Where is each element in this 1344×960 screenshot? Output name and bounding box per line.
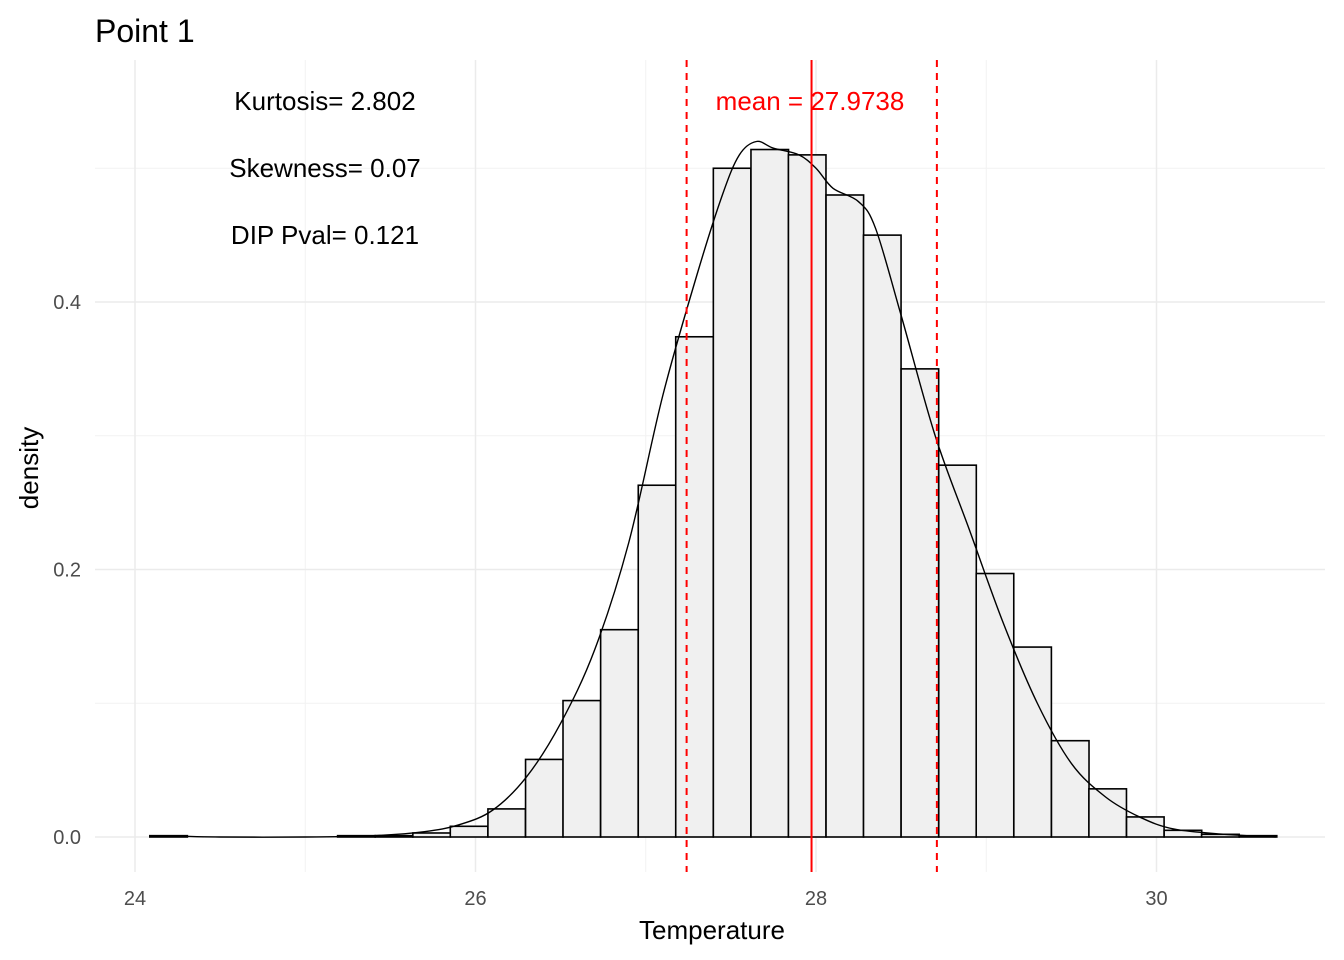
histogram-bar xyxy=(487,808,527,838)
y-tick-label: 0.4 xyxy=(53,292,81,314)
histogram-bar xyxy=(412,832,452,838)
histogram-bar xyxy=(674,335,715,838)
dip-pval-annotation: DIP Pval= 0.121 xyxy=(231,220,419,250)
histogram-bar xyxy=(900,368,940,838)
histogram-bar xyxy=(449,825,489,838)
histogram-bar xyxy=(825,194,865,838)
histogram-bar xyxy=(937,464,978,838)
histogram-bar xyxy=(637,484,677,838)
histogram-bar xyxy=(975,572,1015,838)
kurtosis-annotation: Kurtosis= 2.802 xyxy=(234,86,415,116)
x-axis-title: Temperature xyxy=(639,915,785,945)
x-tick-label: 30 xyxy=(1145,888,1167,910)
histogram-bar xyxy=(1013,646,1053,838)
histogram-bar xyxy=(1088,788,1128,838)
histogram-bar xyxy=(787,154,827,838)
x-tick-label: 28 xyxy=(805,888,827,910)
x-tick-label: 24 xyxy=(124,888,146,910)
histogram-bar xyxy=(750,148,790,838)
chart-title: Point 1 xyxy=(95,13,195,49)
reference-lines xyxy=(685,60,938,872)
density-curve xyxy=(152,140,1276,838)
y-tick-label: 0.0 xyxy=(53,827,81,849)
histogram-bar xyxy=(562,699,602,838)
mean-label: mean = 27.9738 xyxy=(716,86,905,116)
density-curve-group xyxy=(152,140,1276,838)
histogram-bar xyxy=(712,167,752,838)
histogram-bar xyxy=(1050,739,1090,838)
histogram-bars xyxy=(149,148,1278,838)
histogram-bar xyxy=(862,234,902,838)
histogram-bar xyxy=(599,628,639,838)
y-axis-title: density xyxy=(14,427,44,509)
x-tick-label: 26 xyxy=(464,888,486,910)
axis-ticks: 24 26 28 30 0.0 0.2 0.4 xyxy=(53,292,1167,910)
y-tick-label: 0.2 xyxy=(53,560,81,582)
skewness-annotation: Skewness= 0.07 xyxy=(229,153,421,183)
